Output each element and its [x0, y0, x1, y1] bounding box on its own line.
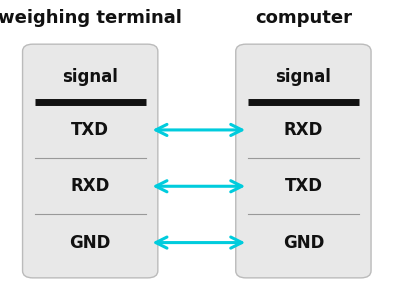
Text: signal: signal [275, 68, 330, 86]
FancyBboxPatch shape [235, 44, 370, 278]
Text: GND: GND [70, 234, 110, 252]
Text: weighing terminal: weighing terminal [0, 9, 182, 27]
Text: TXD: TXD [71, 121, 109, 139]
FancyBboxPatch shape [22, 44, 157, 278]
Text: signal: signal [62, 68, 118, 86]
Text: RXD: RXD [283, 121, 322, 139]
Text: TXD: TXD [284, 177, 321, 195]
Text: GND: GND [282, 234, 323, 252]
Text: RXD: RXD [70, 177, 110, 195]
Text: computer: computer [254, 9, 351, 27]
